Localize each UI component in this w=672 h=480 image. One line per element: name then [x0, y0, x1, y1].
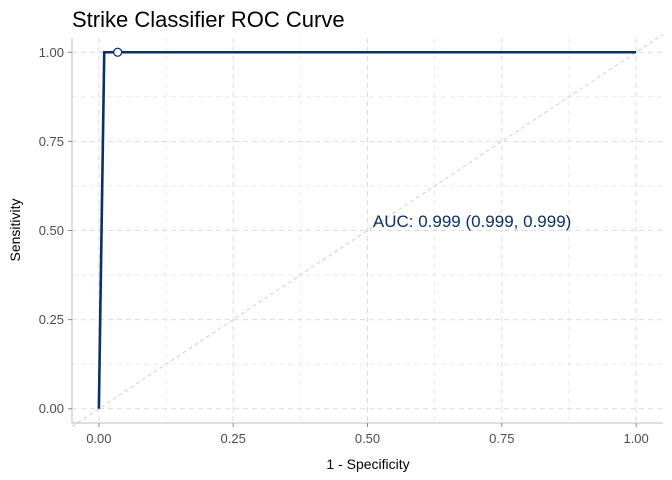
- x-tick-label: 0.25: [221, 431, 246, 446]
- x-axis-title: 1 - Specificity: [326, 456, 409, 472]
- y-tick-label: 0.75: [39, 134, 64, 149]
- chart-title: Strike Classifier ROC Curve: [72, 7, 345, 32]
- y-axis-title: Sensitivity: [7, 198, 23, 261]
- series-group: [97, 47, 637, 409]
- y-tick-label: 1.00: [39, 45, 64, 60]
- x-tick-label: 0.75: [489, 431, 514, 446]
- reference-line-group: [71, 34, 664, 427]
- auc-annotation: AUC: 0.999 (0.999, 0.999): [373, 212, 571, 231]
- y-tick-label: 0.25: [39, 312, 64, 327]
- axes: 0.00 0.25 0.50 0.75 1.00 0.00 0.25 0.50 0.75 1.00: [39, 38, 663, 446]
- threshold-point: [113, 47, 123, 57]
- y-tick-label: 0.00: [39, 401, 64, 416]
- reference-diagonal-line: [71, 34, 664, 427]
- x-tick-label: 0.50: [355, 431, 380, 446]
- x-tick-label: 0.00: [86, 431, 111, 446]
- roc-curve-line: [97, 50, 637, 409]
- y-tick-label: 0.50: [39, 223, 64, 238]
- grid: [72, 38, 663, 423]
- x-tick-label: 1.00: [623, 431, 648, 446]
